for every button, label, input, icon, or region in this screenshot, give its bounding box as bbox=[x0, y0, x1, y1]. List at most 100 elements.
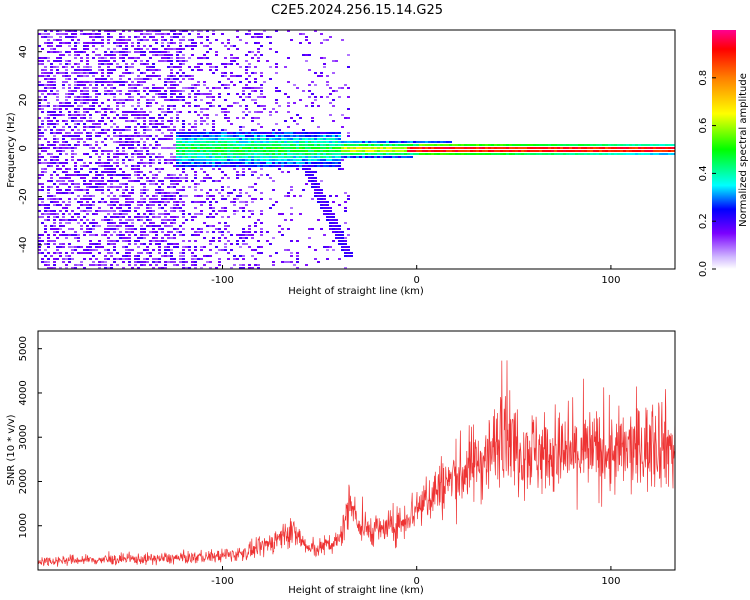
spectrogram-cell bbox=[113, 246, 116, 248]
spectrogram-cell bbox=[248, 246, 251, 248]
spectrogram-cell bbox=[443, 147, 446, 149]
spectrogram-cell bbox=[95, 36, 98, 38]
spectrogram-cell bbox=[185, 174, 188, 176]
spectrogram-cell bbox=[242, 87, 245, 89]
spectrogram-cell bbox=[317, 186, 320, 188]
spectrogram-cell bbox=[290, 261, 293, 263]
spectrogram-cell bbox=[74, 246, 77, 248]
spectrogram-cell bbox=[344, 210, 347, 212]
spectrogram-cell bbox=[71, 216, 74, 218]
spectrogram-cell bbox=[143, 123, 146, 125]
spectrogram-cell bbox=[323, 66, 326, 68]
spectrogram-cell bbox=[287, 102, 290, 104]
spectrogram-cell bbox=[176, 99, 179, 101]
spectrogram-cell bbox=[128, 231, 131, 233]
spectrogram-cell bbox=[122, 237, 125, 239]
spectrogram-cell bbox=[266, 153, 269, 155]
spectrogram-cell bbox=[248, 144, 251, 146]
spectrogram-cell bbox=[38, 108, 41, 110]
spectrogram-cell bbox=[572, 153, 575, 155]
spectrogram-cell bbox=[152, 261, 155, 263]
spectrogram-cell bbox=[122, 222, 125, 224]
spectrogram-cell bbox=[272, 132, 275, 134]
spectrogram-cell bbox=[431, 153, 434, 155]
spectrogram-cell bbox=[125, 153, 128, 155]
spectrogram-cell bbox=[110, 255, 113, 257]
spectrogram-cell bbox=[215, 147, 218, 149]
spectrogram-cell bbox=[359, 156, 362, 158]
spectrogram-cell bbox=[59, 144, 62, 146]
spectrogram-cell bbox=[470, 144, 473, 146]
spectrogram-cell bbox=[152, 126, 155, 128]
spectrogram-cell bbox=[143, 249, 146, 251]
spectrogram-cell bbox=[74, 165, 77, 167]
spectrogram-cell bbox=[164, 54, 167, 56]
spectrogram-cell bbox=[332, 222, 335, 224]
spectrogram-cell bbox=[152, 237, 155, 239]
spectrogram-cell bbox=[41, 63, 44, 65]
spectrogram-cell bbox=[104, 57, 107, 59]
spectrogram-cell bbox=[389, 147, 392, 149]
spectrogram-cell bbox=[56, 141, 59, 143]
spectrogram-cell bbox=[167, 225, 170, 227]
spectrogram-cell bbox=[59, 102, 62, 104]
spectrogram-cell bbox=[167, 138, 170, 140]
spectrogram-cell bbox=[146, 99, 149, 101]
spectrogram-cell bbox=[200, 117, 203, 119]
spectrogram-cell bbox=[422, 141, 425, 143]
spectrogram-cell bbox=[662, 150, 665, 152]
spectrogram-cell bbox=[116, 252, 119, 254]
spectrogram-cell bbox=[317, 192, 320, 194]
spectrogram-cell bbox=[341, 240, 344, 242]
spectrogram-cell bbox=[191, 135, 194, 137]
spectrogram-cell bbox=[278, 153, 281, 155]
spectrogram-cell bbox=[164, 81, 167, 83]
spectrogram-cell bbox=[311, 171, 314, 173]
spectrogram-cell bbox=[335, 219, 338, 221]
spectrogram-cell bbox=[98, 159, 101, 161]
spectrogram-cell bbox=[68, 132, 71, 134]
spectrogram-cell bbox=[356, 147, 359, 149]
spectrogram-cell bbox=[50, 156, 53, 158]
spectrogram-cell bbox=[92, 186, 95, 188]
spectrogram-cell bbox=[626, 153, 629, 155]
spectrogram-cell bbox=[161, 147, 164, 149]
spectrogram-cell bbox=[158, 258, 161, 260]
spectrogram-cell bbox=[245, 147, 248, 149]
spectrogram-cell bbox=[95, 33, 98, 35]
spectrogram-cell bbox=[548, 153, 551, 155]
spectrogram-cell bbox=[413, 147, 416, 149]
spectrogram-cell bbox=[230, 75, 233, 77]
spectrogram-cell bbox=[101, 42, 104, 44]
spectrogram-cell bbox=[179, 225, 182, 227]
spectrogram-cell bbox=[215, 69, 218, 71]
spectrogram-cell bbox=[164, 201, 167, 203]
spectrogram-cell bbox=[644, 147, 647, 149]
spectrogram-y-tick-label: 0 bbox=[18, 145, 29, 151]
spectrogram-cell bbox=[50, 72, 53, 74]
spectrogram-cell bbox=[365, 156, 368, 158]
spectrogram-cell bbox=[506, 147, 509, 149]
spectrogram-cell bbox=[80, 84, 83, 86]
spectrogram-cell bbox=[206, 216, 209, 218]
spectrogram-cell bbox=[404, 147, 407, 149]
spectrogram-cell bbox=[59, 204, 62, 206]
spectrogram-cell bbox=[119, 132, 122, 134]
spectrogram-cell bbox=[182, 132, 185, 134]
spectrogram-cell bbox=[176, 216, 179, 218]
spectrogram-cell bbox=[101, 132, 104, 134]
spectrogram-cell bbox=[152, 138, 155, 140]
spectrogram-cell bbox=[155, 129, 158, 131]
spectrogram-cell bbox=[323, 150, 326, 152]
spectrogram-cell bbox=[548, 150, 551, 152]
spectrogram-cell bbox=[326, 141, 329, 143]
spectrogram-cell bbox=[83, 102, 86, 104]
spectrogram-cell bbox=[305, 144, 308, 146]
spectrogram-cell bbox=[269, 177, 272, 179]
spectrogram-cell bbox=[131, 90, 134, 92]
spectrogram-cell bbox=[239, 153, 242, 155]
spectrogram-cell bbox=[161, 57, 164, 59]
spectrogram-cell bbox=[209, 69, 212, 71]
spectrogram-cell bbox=[83, 42, 86, 44]
spectrogram-cell bbox=[131, 87, 134, 89]
